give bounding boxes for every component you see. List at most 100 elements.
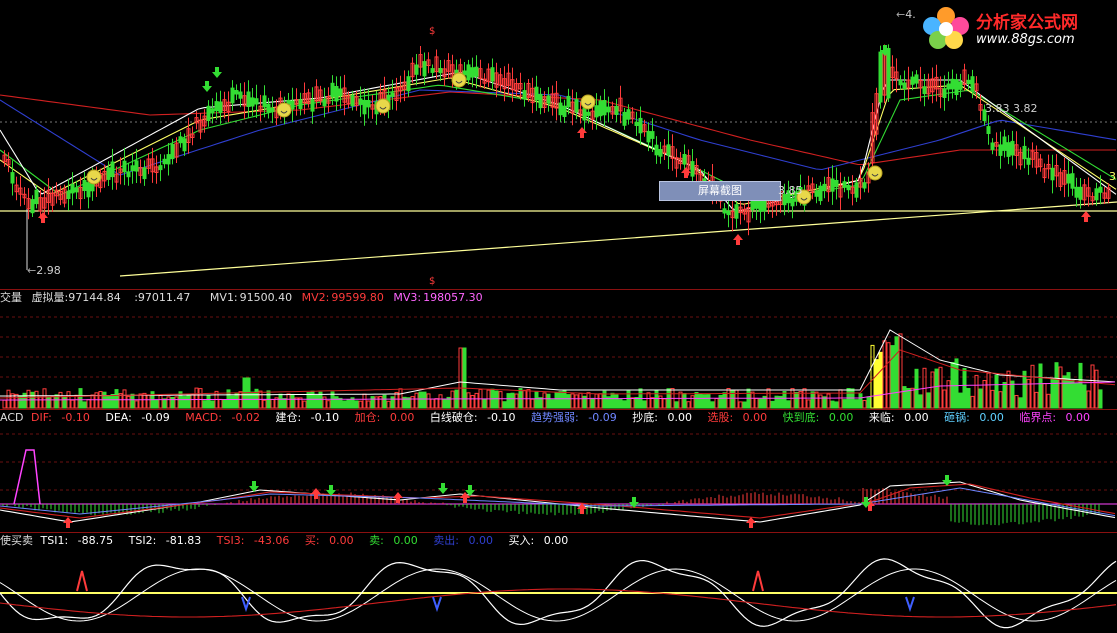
candle-body (650, 131, 655, 139)
candle-body (2, 154, 7, 163)
volume-bar (710, 401, 715, 409)
candle-body (502, 78, 507, 90)
volume-bar (1038, 363, 1043, 409)
candle-body (398, 86, 403, 92)
volume-bar (374, 396, 379, 409)
volume-bar (854, 399, 859, 409)
macd-chart[interactable] (0, 410, 1117, 532)
candle-body (406, 76, 411, 92)
candle-body (842, 181, 847, 188)
candle-body (358, 98, 363, 105)
candle-body (354, 95, 359, 107)
candle-body (1006, 142, 1011, 157)
tsi-header: 使买卖 TSI1: -88.75 TSI2: -81.83 TSI3: -43.… (0, 534, 580, 548)
candle-body (1022, 145, 1027, 160)
volume-bar (210, 400, 215, 409)
volume-bar (74, 394, 79, 409)
volume-bar (626, 390, 631, 409)
volume-bar (294, 397, 299, 409)
candle-body (530, 87, 535, 104)
volume-chart[interactable] (0, 290, 1117, 409)
smiley-icon (276, 102, 292, 118)
macd-panel[interactable]: ACD DIF: -0.10 DEA: -0.09 MACD: -0.02 建仓… (0, 410, 1117, 532)
candle-body (722, 208, 727, 214)
volume-bar (1082, 384, 1087, 409)
candle-body (830, 178, 835, 192)
volume-bar (698, 393, 703, 409)
candle-body (470, 67, 475, 78)
candle-body (350, 95, 355, 107)
candle-body (834, 180, 839, 188)
volume-bar (42, 388, 47, 409)
candle-body (298, 99, 303, 109)
candlestick-chart[interactable] (0, 0, 1117, 290)
candle-body (134, 160, 139, 172)
screenshot-button[interactable]: 屏幕截图 (659, 181, 781, 201)
candle-body (982, 109, 987, 122)
volume-bar (1018, 397, 1023, 409)
dollar-signal-bottom: $ (429, 276, 436, 287)
volume-panel[interactable]: 交量 虚拟量:97144.84 :97011.47 MV1: 91500.40 M… (0, 290, 1117, 409)
volume-bar (778, 395, 783, 409)
volume-bar (334, 396, 339, 409)
candle-body (730, 210, 735, 219)
volume-bar (1034, 391, 1039, 409)
volume-bar (822, 396, 827, 409)
volume-bar (734, 389, 739, 409)
volume-bar (1042, 383, 1047, 409)
candle-body (306, 92, 311, 105)
buy-arrow-icon (681, 167, 691, 178)
candle-body (630, 111, 635, 120)
candle-body (210, 108, 215, 114)
volume-bar (254, 388, 259, 409)
volume-bar (598, 393, 603, 409)
candle-body (934, 76, 939, 90)
volume-bar (882, 340, 887, 409)
candle-body (182, 138, 187, 152)
candle-body (390, 92, 395, 97)
volume-bar (142, 392, 147, 409)
candle-body (610, 106, 615, 115)
sell-signal-icon (432, 596, 442, 613)
smiley-mouth (280, 110, 288, 114)
volume-bar (370, 396, 375, 409)
volume-bar (518, 388, 523, 409)
candle-body (746, 207, 751, 223)
candle-body (102, 170, 107, 182)
volume-bar (138, 393, 143, 409)
smiley-mouth (584, 102, 592, 106)
volume-bar (346, 399, 351, 409)
candle-body (790, 198, 795, 207)
volume-bar (474, 392, 479, 409)
mv1-value: 91500.40 (239, 291, 293, 304)
candle-body (878, 51, 883, 103)
volume-bar (610, 392, 615, 409)
macd-buy-arrow-icon (393, 492, 403, 503)
volume-bar (574, 394, 579, 409)
candle-body (186, 128, 191, 143)
candle-body (46, 189, 51, 203)
volume-bar (38, 396, 43, 409)
volume-bar (1058, 366, 1063, 409)
volume-bar (418, 391, 423, 409)
volume-bar (694, 392, 699, 409)
tsi3-line (0, 588, 1117, 618)
macd-buy-arrow-icon (311, 488, 321, 499)
candle-body (810, 183, 815, 194)
tsi-chart[interactable] (0, 533, 1117, 633)
macd-item-build: 建仓: -0.10 (275, 411, 340, 424)
candle-body (786, 190, 791, 204)
volume-bar (750, 391, 755, 409)
volume-bar (194, 387, 199, 409)
volume-bar (158, 394, 163, 409)
macd-sell-arrow-icon (465, 485, 475, 496)
volume-bar (1070, 380, 1075, 409)
mv1-label: MV1: (209, 291, 238, 304)
smiley-icon (796, 189, 812, 205)
price-panel[interactable]: ←2.98 ←4. 3.83 3.82 3 $ $ 屏幕截图 3.85 分析家公… (0, 0, 1117, 290)
volume-bar (774, 395, 779, 409)
volume-ma-white (0, 329, 1116, 397)
candle-body (1062, 170, 1067, 185)
volume-ma-red (0, 349, 1116, 399)
tsi-panel[interactable]: 使买卖 TSI1: -88.75 TSI2: -81.83 TSI3: -43.… (0, 533, 1117, 633)
